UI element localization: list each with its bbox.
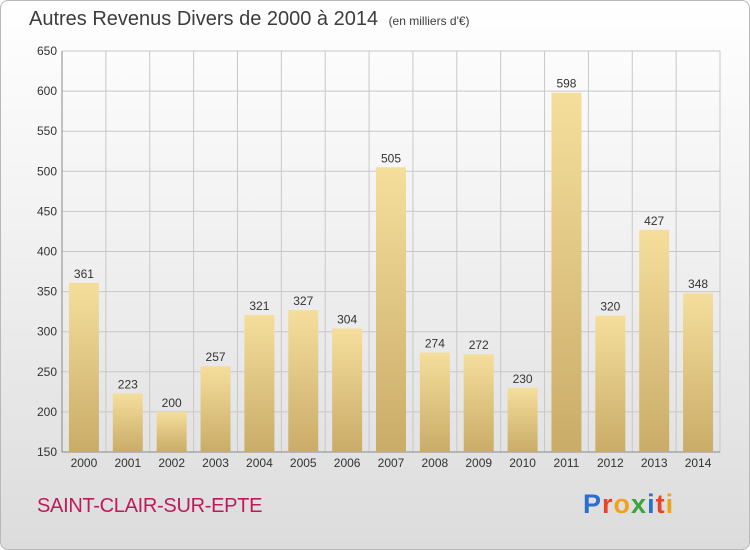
x-tick-label: 2004 xyxy=(246,456,273,470)
x-tick-label: 2006 xyxy=(334,456,361,470)
x-tick-label: 2012 xyxy=(597,456,624,470)
chart-unit-note: (en milliers d'€) xyxy=(388,14,470,28)
bar-2013 xyxy=(639,229,670,452)
logo-letter: P xyxy=(583,489,603,519)
data-label-2005: 327 xyxy=(293,294,313,308)
x-tick-label: 2001 xyxy=(114,456,141,470)
bar-2007 xyxy=(376,167,406,453)
logo-letter: x xyxy=(631,489,648,519)
data-label-2000: 361 xyxy=(74,267,94,281)
bar-2001 xyxy=(112,393,143,452)
x-tick-label: 2000 xyxy=(71,456,98,470)
x-tick-label: 2005 xyxy=(290,456,317,470)
bar-2009 xyxy=(463,354,494,452)
y-tick-label: 550 xyxy=(37,124,57,138)
data-label-2004: 321 xyxy=(249,299,269,313)
y-tick-label: 650 xyxy=(37,44,57,58)
y-tick-label: 200 xyxy=(37,405,57,419)
logo-letter: r xyxy=(602,489,614,519)
chart-title: Autres Revenus Divers de 2000 à 2014 xyxy=(29,8,379,30)
bar-2010 xyxy=(507,387,538,452)
y-tick-label: 250 xyxy=(37,365,57,379)
data-label-2008: 274 xyxy=(425,337,445,351)
y-tick-label: 450 xyxy=(37,204,57,218)
bar-2011 xyxy=(551,92,582,452)
logo-letter: i xyxy=(665,489,675,519)
y-tick-label: 600 xyxy=(37,84,57,98)
x-tick-label: 2014 xyxy=(685,456,712,470)
data-label-2006: 304 xyxy=(337,312,357,326)
x-tick-label: 2010 xyxy=(509,456,536,470)
bar-2012 xyxy=(595,315,626,452)
data-label-2009: 272 xyxy=(469,338,489,352)
data-label-2014: 348 xyxy=(688,277,708,291)
y-tick-label: 350 xyxy=(37,285,57,299)
bar-2008 xyxy=(419,352,450,452)
x-tick-label: 2007 xyxy=(378,456,405,470)
logo-letter: o xyxy=(613,489,632,519)
bar-2014 xyxy=(683,293,714,452)
data-labels: 361 223 200 257 321 327 304 505 274 272 230 598 320 4… xyxy=(74,77,708,410)
data-label-2013: 427 xyxy=(644,214,664,228)
commune-name: SAINT-CLAIR-SUR-EPTE xyxy=(37,495,263,517)
bar-2005 xyxy=(288,310,319,452)
chart-title-row: Autres Revenus Divers de 2000 à 2014 (en… xyxy=(29,8,470,31)
bar-2004 xyxy=(244,314,275,452)
data-label-2003: 257 xyxy=(206,350,226,364)
x-tick-label: 2008 xyxy=(422,456,449,470)
bar-2000 xyxy=(68,282,99,452)
data-label-2001: 223 xyxy=(118,377,138,391)
data-label-2007: 505 xyxy=(381,151,401,165)
tick-labels: 150 200 250 300 350 400 450 500 550 600 650 2000 200… xyxy=(37,44,712,470)
bar-2006 xyxy=(332,328,363,452)
data-label-2011: 598 xyxy=(556,77,576,91)
y-tick-label: 500 xyxy=(37,164,57,178)
x-tick-label: 2003 xyxy=(202,456,229,470)
data-label-2010: 230 xyxy=(513,372,533,386)
bars xyxy=(68,92,714,453)
x-tick-label: 2002 xyxy=(158,456,185,470)
logo-letter: t xyxy=(655,489,666,519)
logo-letter: i xyxy=(647,489,656,519)
bar-2002 xyxy=(156,411,187,452)
x-tick-label: 2013 xyxy=(641,456,668,470)
x-tick-label: 2011 xyxy=(554,456,580,470)
bar-2003 xyxy=(200,366,231,452)
x-tick-label: 2009 xyxy=(465,456,492,470)
data-label-2002: 200 xyxy=(162,396,182,410)
data-label-2012: 320 xyxy=(600,300,620,314)
proxiti-logo: Proxiti xyxy=(583,489,674,520)
y-tick-label: 150 xyxy=(37,445,57,459)
y-tick-label: 300 xyxy=(37,325,57,339)
y-tick-label: 400 xyxy=(37,245,57,259)
